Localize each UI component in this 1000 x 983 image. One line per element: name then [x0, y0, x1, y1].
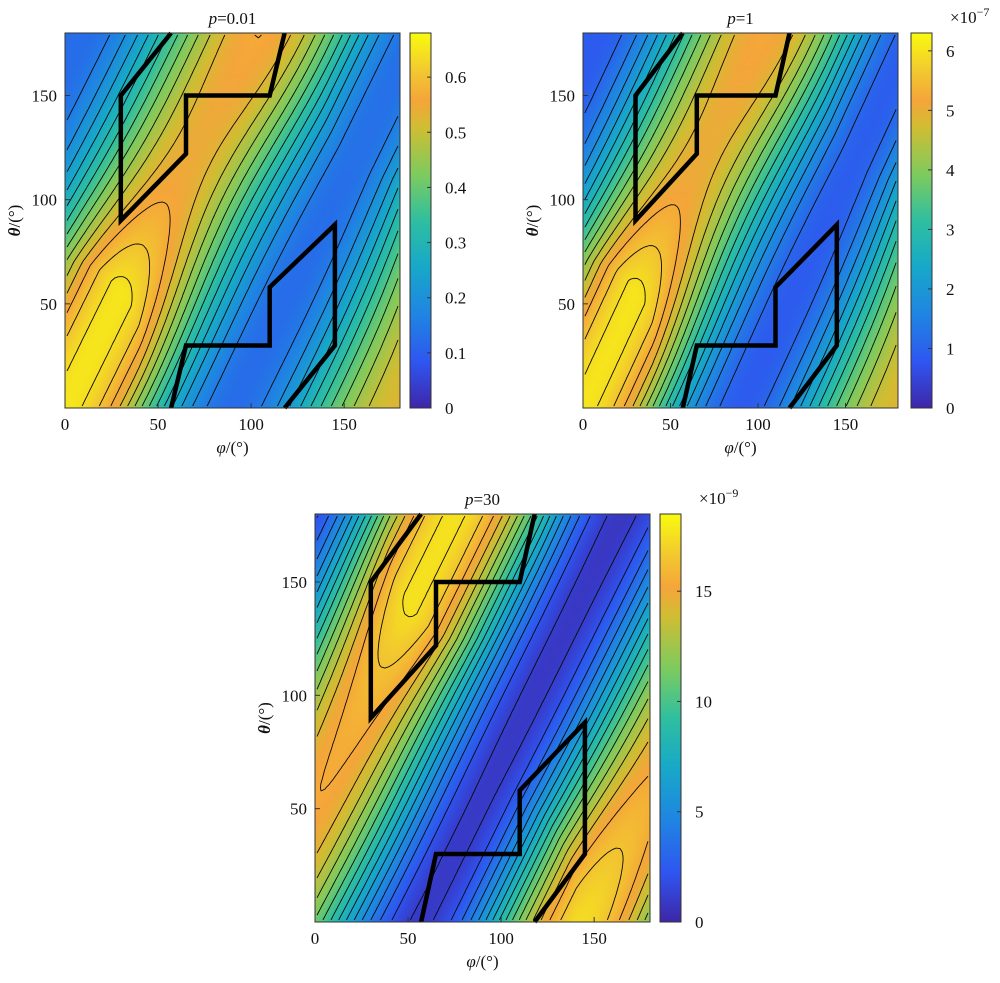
colorbar: 0 5 10 15 ×10−9 [659, 486, 738, 932]
chart-title: p=0.01 [208, 9, 257, 28]
chart-title: p=1 [726, 9, 754, 28]
x-tick-label: 50 [400, 929, 417, 948]
y-tick-label: 50 [40, 295, 57, 314]
colorbar-tick-label: 1 [946, 339, 955, 358]
y-tick-label: 50 [290, 800, 307, 819]
y-axis-label: θ/(°) [5, 205, 24, 237]
x-tick-label: 150 [833, 415, 859, 434]
colorbar-tick-label: 0.6 [445, 68, 466, 87]
x-tick-label: 100 [238, 415, 264, 434]
x-tick-label: 0 [61, 415, 70, 434]
boundary-region-1 [418, 716, 588, 924]
colorbar-tick-label: 10 [695, 692, 712, 711]
x-tick-label: 100 [745, 415, 771, 434]
y-tick-label: 100 [550, 191, 576, 210]
contour-lines [316, 515, 649, 921]
x-tick-label: 50 [150, 415, 167, 434]
colorbar-tick-label: 2 [946, 280, 955, 299]
colorbar-gradient [659, 513, 682, 923]
y-tick-label: 150 [282, 573, 308, 592]
x-tick-label: 0 [579, 415, 588, 434]
colorbar: 0 1 2 3 4 5 6 ×10−7 [910, 5, 989, 418]
colorbar-tick-label: 4 [946, 161, 955, 180]
chart-title: p=30 [464, 490, 500, 509]
colorbar: 0 0.1 0.2 0.3 0.4 0.5 0.6 [409, 32, 467, 418]
x-axis-label: φ/(°) [466, 952, 498, 971]
boundary-region-1 [680, 219, 840, 410]
colorbar-gradient [910, 32, 933, 409]
y-tick-label: 100 [282, 686, 308, 705]
colorbar-tick-label: 0.1 [445, 344, 466, 363]
contour-lines [584, 34, 897, 407]
y-tick-label: 50 [558, 295, 575, 314]
colorbar-tick-label: 0.4 [445, 178, 467, 197]
axes-frame [582, 32, 899, 409]
x-tick-label: 150 [581, 929, 607, 948]
x-tick-label: 150 [331, 415, 357, 434]
colorbar-tick-label: 5 [695, 803, 704, 822]
x-tick-label: 100 [488, 929, 514, 948]
colorbar-tick-label: 0.5 [445, 123, 466, 142]
boundary-region-1 [168, 219, 338, 410]
boundary-region-2 [118, 31, 287, 227]
colorbar-tick-label: 5 [946, 101, 955, 120]
colorbar-tick-label: 6 [946, 42, 955, 61]
boundary-region-2 [368, 512, 537, 724]
colorbar-tick-label: 0.3 [445, 234, 466, 253]
y-axis-label: θ/(°) [523, 205, 542, 237]
chart-panel-3: 0 50 100 150 50 100 150 p=30 φ/(°) θ/(°) 0 5 10 15 ×10… [255, 486, 738, 971]
y-tick-label: 150 [32, 87, 58, 106]
y-axis-label: θ/(°) [255, 702, 274, 734]
heatmap-field [315, 514, 650, 922]
chart-panel-1: 0 50 100 150 50 100 150 p=0.01 φ/(°) θ/(°) 0 0.1 0.2… [5, 9, 467, 457]
colorbar-exponent: ×10−9 [699, 486, 738, 508]
x-axis-label: φ/(°) [724, 438, 756, 457]
colorbar-tick-label: 3 [946, 220, 955, 239]
x-axis-label: φ/(°) [216, 438, 248, 457]
y-tick-label: 100 [32, 191, 58, 210]
colorbar-tick-label: 15 [695, 582, 712, 601]
colorbar-exponent: ×10−7 [950, 5, 989, 27]
chart-panel-2: 0 50 100 150 50 100 150 p=1 φ/(°) θ/(°) 0 1 2 3 4 5 6 ×10… [523, 5, 989, 457]
axes-frame [314, 513, 651, 923]
axes-frame [64, 32, 401, 409]
colorbar-tick-label: 0 [946, 399, 955, 418]
contour-lines [66, 34, 399, 407]
x-tick-label: 0 [311, 929, 320, 948]
colorbar-tick-label: 0 [445, 399, 454, 418]
colorbar-tick-label: 0.2 [445, 289, 466, 308]
boundary-region-2 [633, 31, 792, 227]
y-tick-label: 150 [550, 87, 576, 106]
colorbar-tick-label: 0 [695, 913, 704, 932]
x-tick-label: 50 [662, 415, 679, 434]
colorbar-gradient [409, 32, 432, 409]
heatmap-field [583, 33, 898, 408]
